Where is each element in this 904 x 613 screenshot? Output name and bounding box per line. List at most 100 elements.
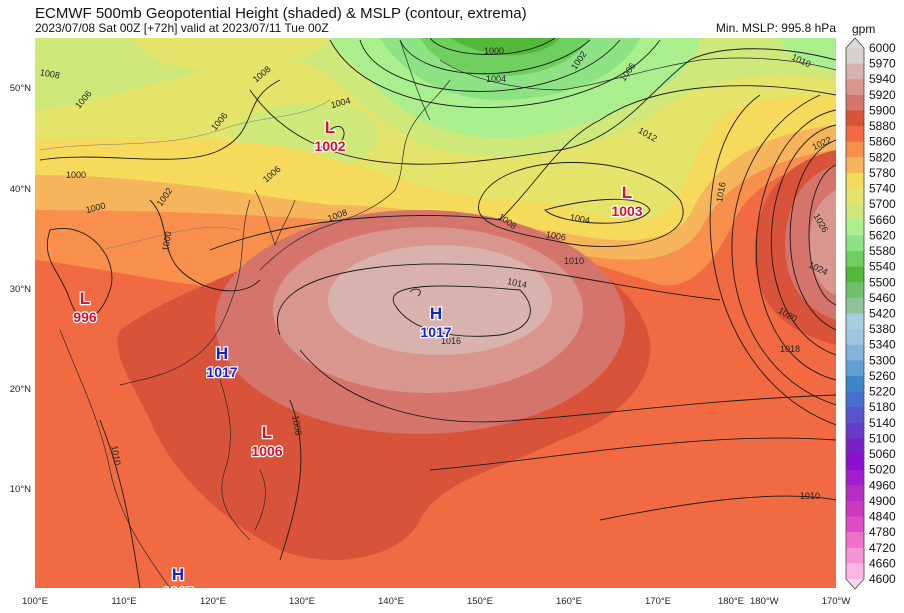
borders	[39, 99, 331, 251]
low-value: 1003	[611, 203, 642, 219]
shade-5970	[328, 245, 552, 355]
colorbar-label: 5340	[869, 338, 896, 352]
lat-label: 50°N	[10, 83, 31, 94]
contour-label: 1016	[714, 181, 727, 202]
colorbar-swatch	[846, 454, 864, 471]
high-center: H 1015	[161, 564, 195, 588]
coastline-indochina	[59, 329, 171, 588]
contour-label: 1000	[160, 231, 173, 252]
colorbar-swatch	[846, 126, 864, 143]
colorbar-label: 5060	[869, 447, 896, 461]
colorbar-label: 5500	[869, 275, 896, 289]
low-marker: L	[80, 289, 90, 308]
low-value: 1006	[251, 443, 282, 459]
colorbar-label: 5180	[869, 400, 896, 414]
low-value: 1002	[314, 138, 345, 154]
colorbar-label: 4960	[869, 478, 896, 492]
colorbar-swatch	[846, 532, 864, 549]
contour-label: 1004	[569, 212, 590, 225]
colorbar-label: 5620	[869, 228, 896, 242]
coastline-japan	[259, 79, 451, 271]
high-value: 1017	[206, 364, 237, 380]
lon-label: 110°E	[111, 596, 136, 607]
low-marker: L	[262, 423, 272, 442]
colorbar-swatch	[846, 172, 864, 190]
colorbar-swatch	[846, 63, 864, 80]
low-center: L 996	[72, 288, 98, 327]
colorbar-swatch	[846, 438, 864, 455]
low-marker: L	[325, 118, 335, 137]
high-value: 1017	[420, 324, 451, 340]
lon-label: 100°E	[22, 596, 48, 607]
colorbar-label: 5970	[869, 57, 896, 71]
colorbar-label: 5100	[869, 431, 896, 445]
shade-5580	[420, 38, 590, 77]
low-center: L 1006	[250, 422, 284, 461]
colorbar-label: 6000	[869, 41, 896, 55]
colorbar-label: 5420	[869, 307, 896, 321]
lat-label: 20°N	[10, 384, 31, 395]
contour-label: 1006	[545, 229, 566, 242]
colorbar-label: 5300	[869, 353, 896, 367]
colorbar-swatch	[846, 422, 864, 439]
lon-label: 130°E	[289, 596, 315, 607]
lon-label: 120°E	[200, 596, 226, 607]
coastline-russia	[399, 39, 836, 121]
colorbar-label: 5700	[869, 197, 896, 211]
colorbar-swatch	[846, 485, 864, 502]
colorbar-swatch	[846, 344, 864, 361]
colorbar-swatch	[846, 266, 864, 283]
contour-label: 1016	[441, 336, 461, 346]
colorbar-swatch	[846, 94, 864, 111]
colorbar-label: 5920	[869, 88, 896, 102]
colorbar-label: 5820	[869, 150, 896, 164]
lat-label: 40°N	[10, 184, 31, 195]
contour-label: 1008	[290, 415, 303, 436]
contour-label: 1008	[39, 67, 60, 80]
mslp-contours	[39, 38, 836, 588]
shade-5940-east	[809, 190, 836, 295]
colorbar-label: 5900	[869, 103, 896, 117]
colorbar-swatch	[846, 235, 864, 252]
colorbar-swatch	[846, 391, 864, 408]
high-marker: H	[216, 344, 228, 363]
colorbar-top-extension	[846, 38, 864, 48]
coastline-philippines	[219, 379, 266, 541]
high-marker: H	[430, 304, 442, 323]
contour-label: 1004	[486, 74, 506, 84]
colorbar-bottom-extension	[846, 579, 864, 589]
coastline-korea	[254, 189, 296, 247]
colorbar-label: 4840	[869, 510, 896, 524]
colorbar-label: 5540	[869, 260, 896, 274]
map-title: ECMWF 500mb Geopotential Height (shaded)…	[35, 5, 527, 22]
colorbar-label: 5860	[869, 135, 896, 149]
colorbar-swatch	[846, 360, 864, 377]
colorbar-swatch	[846, 157, 864, 174]
longitude-labels: 100°E 110°E 120°E 130°E 140°E 150°E 160°…	[22, 596, 850, 607]
lon-label: 150°E	[467, 596, 493, 607]
colorbar-swatch	[846, 297, 864, 314]
lon-label: 180°W	[750, 596, 779, 607]
colorbar-outline	[845, 37, 865, 590]
colorbar-label: 4900	[869, 494, 896, 508]
colorbar-label: 5580	[869, 244, 896, 258]
lat-label: 30°N	[10, 284, 31, 295]
colorbar-label: 5780	[869, 166, 896, 180]
colorbar-swatch	[846, 516, 864, 533]
colorbar-label: 5220	[869, 385, 896, 399]
map-subtitle: 2023/07/08 Sat 00Z [+72h] valid at 2023/…	[35, 21, 329, 35]
low-center: L 1003	[610, 182, 644, 221]
colorbar-swatch	[846, 313, 864, 330]
colorbar-swatch	[846, 563, 864, 580]
colorbar-units: gpm	[852, 22, 876, 36]
colorbar-swatch	[846, 500, 864, 518]
pressure-centers: L 1002 L 1003 L 996 H 1017 H 1017 L 1006…	[72, 117, 644, 588]
lat-label: 10°N	[10, 484, 31, 495]
low-center: L 1002	[313, 117, 347, 156]
colorbar-label: 5380	[869, 322, 896, 336]
colorbar-label: 4660	[869, 556, 896, 570]
high-center: H 1017	[205, 343, 239, 382]
colorbar-swatch	[846, 79, 864, 96]
